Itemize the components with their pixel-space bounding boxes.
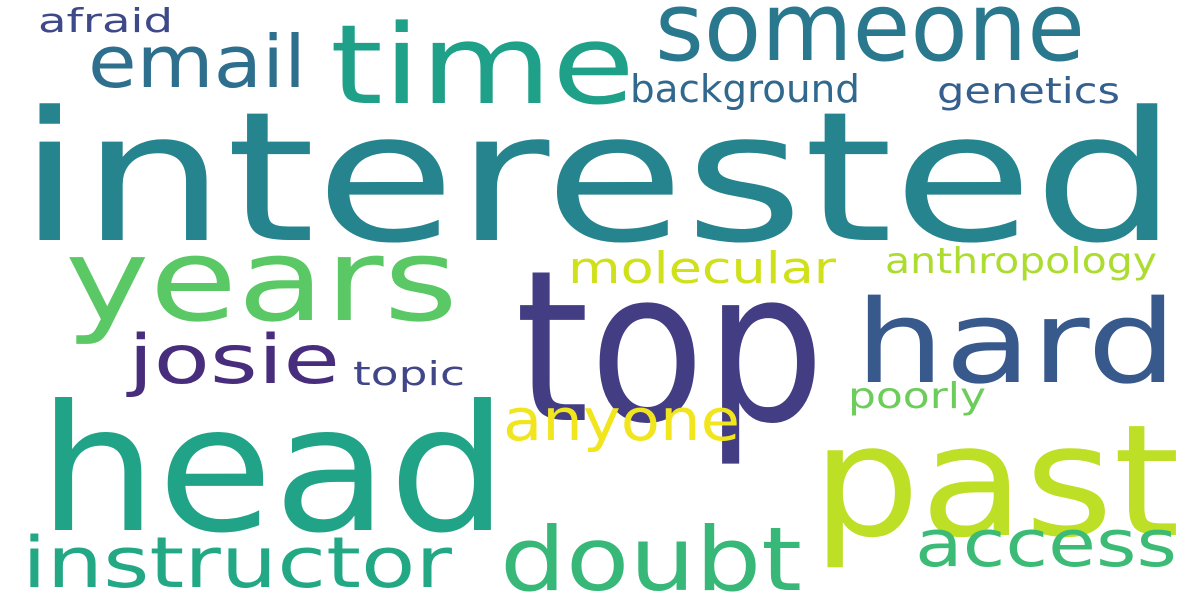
word-afraid: afraid xyxy=(38,1,173,40)
word-background: background xyxy=(630,67,860,111)
word-interested: interested xyxy=(18,74,1178,283)
word-anthropology: anthropology xyxy=(885,241,1157,282)
word-years: years xyxy=(65,214,458,348)
word-josie: josie xyxy=(125,321,340,400)
word-molecular: molecular xyxy=(568,243,837,294)
word-anyone: anyone xyxy=(503,386,740,454)
word-someone: someone xyxy=(655,0,1085,83)
word-email: email xyxy=(88,20,306,104)
word-genetics: genetics xyxy=(937,71,1120,112)
word-hard: hard xyxy=(855,276,1177,410)
word-poorly: poorly xyxy=(848,376,986,417)
word-head: head xyxy=(38,369,508,572)
word-access: access xyxy=(915,507,1177,582)
word-doubt: doubt xyxy=(500,508,802,600)
word-past: past xyxy=(812,391,1180,572)
word-topic: topic xyxy=(353,354,465,393)
word-instructor: instructor xyxy=(22,522,452,600)
word-top: top xyxy=(515,225,825,470)
word-time: time xyxy=(330,1,635,129)
